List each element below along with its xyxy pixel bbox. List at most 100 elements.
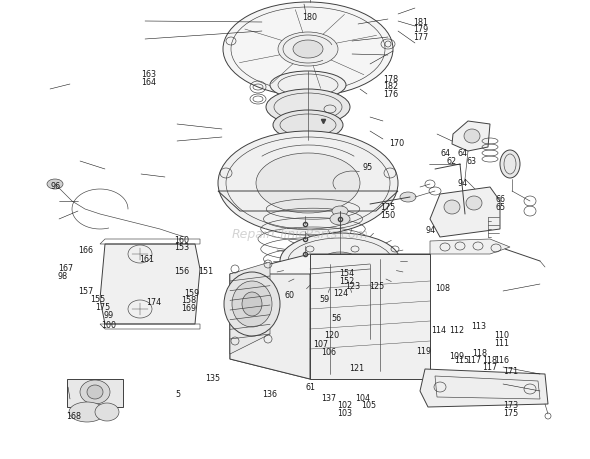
Ellipse shape	[332, 207, 348, 217]
Ellipse shape	[400, 193, 416, 202]
Text: 170: 170	[389, 139, 405, 148]
Text: 157: 157	[78, 286, 94, 296]
Text: 182: 182	[384, 82, 399, 91]
Text: 102: 102	[337, 400, 353, 409]
Ellipse shape	[95, 403, 119, 421]
Text: 5: 5	[176, 389, 181, 398]
Text: 137: 137	[322, 393, 337, 403]
Text: 65: 65	[496, 202, 506, 212]
Text: 152: 152	[339, 276, 355, 285]
Ellipse shape	[256, 154, 360, 213]
Text: 117: 117	[483, 362, 498, 371]
Ellipse shape	[218, 132, 398, 235]
Text: 95: 95	[362, 162, 372, 172]
Text: 180: 180	[302, 13, 317, 22]
Text: 159: 159	[184, 288, 199, 297]
Ellipse shape	[500, 151, 520, 179]
Text: 125: 125	[369, 281, 384, 290]
Text: 121: 121	[349, 364, 365, 373]
Text: 164: 164	[142, 78, 156, 87]
Text: 66: 66	[496, 195, 506, 204]
Ellipse shape	[322, 252, 358, 270]
Polygon shape	[420, 369, 548, 407]
Ellipse shape	[466, 196, 482, 211]
Text: 161: 161	[139, 254, 154, 263]
Text: 115: 115	[454, 355, 470, 364]
Text: 62: 62	[447, 156, 457, 165]
Text: 166: 166	[78, 245, 93, 254]
Text: 151: 151	[198, 266, 214, 275]
Text: 116: 116	[494, 355, 509, 364]
Text: 173: 173	[503, 400, 518, 409]
Text: 178: 178	[384, 74, 399, 84]
Text: 168: 168	[66, 411, 81, 420]
Ellipse shape	[293, 41, 323, 59]
Text: 174: 174	[146, 297, 162, 307]
Text: 108: 108	[435, 283, 450, 292]
Text: 177: 177	[413, 33, 428, 42]
Text: 163: 163	[142, 70, 156, 79]
Text: 61: 61	[306, 382, 316, 391]
Ellipse shape	[223, 3, 393, 97]
Ellipse shape	[87, 385, 103, 399]
Text: 123: 123	[345, 281, 360, 290]
Text: 64: 64	[457, 149, 467, 158]
Text: RepairClinicParts.com: RepairClinicParts.com	[232, 228, 368, 241]
Ellipse shape	[278, 33, 338, 67]
Text: 114: 114	[431, 325, 445, 335]
Text: 100: 100	[101, 320, 116, 329]
Text: 106: 106	[322, 347, 336, 356]
Text: 118: 118	[472, 348, 487, 358]
Text: 60: 60	[284, 290, 294, 299]
Text: 59: 59	[320, 295, 330, 304]
Text: 179: 179	[413, 25, 428, 34]
Text: 120: 120	[324, 330, 340, 339]
Text: 96: 96	[50, 181, 60, 190]
Text: 181: 181	[413, 17, 428, 27]
Text: 56: 56	[332, 313, 342, 322]
Text: 169: 169	[181, 303, 196, 313]
Polygon shape	[452, 122, 490, 151]
Text: 156: 156	[174, 266, 189, 275]
Ellipse shape	[280, 234, 400, 289]
Text: 167: 167	[58, 263, 73, 273]
Text: 160: 160	[174, 235, 189, 244]
Text: 135: 135	[205, 373, 221, 382]
Ellipse shape	[232, 281, 272, 327]
Text: 98: 98	[58, 271, 68, 280]
Text: 94: 94	[426, 226, 436, 235]
Text: 171: 171	[503, 366, 518, 375]
Text: 113: 113	[471, 321, 486, 330]
Text: 158: 158	[181, 296, 196, 305]
Text: 63: 63	[466, 156, 476, 165]
Ellipse shape	[464, 130, 480, 144]
Polygon shape	[430, 188, 500, 237]
Text: 175: 175	[96, 302, 111, 311]
Text: 103: 103	[337, 408, 352, 417]
Text: 175: 175	[503, 408, 518, 417]
Text: 94: 94	[457, 179, 467, 188]
Text: 99: 99	[103, 310, 113, 319]
Ellipse shape	[444, 201, 460, 214]
Text: 105: 105	[361, 400, 376, 409]
Text: 107: 107	[313, 339, 328, 348]
Ellipse shape	[242, 292, 262, 316]
Polygon shape	[430, 240, 510, 254]
Polygon shape	[67, 379, 123, 407]
Text: 109: 109	[450, 351, 465, 360]
Polygon shape	[230, 254, 430, 379]
Text: 118: 118	[483, 355, 497, 364]
Text: 176: 176	[384, 90, 399, 99]
Polygon shape	[230, 274, 310, 379]
Text: 124: 124	[333, 288, 349, 297]
Ellipse shape	[273, 111, 343, 141]
Ellipse shape	[80, 380, 110, 404]
Text: 64: 64	[440, 149, 450, 158]
Polygon shape	[230, 263, 270, 354]
Ellipse shape	[266, 90, 350, 126]
Ellipse shape	[270, 72, 346, 100]
Ellipse shape	[47, 179, 63, 190]
Text: 154: 154	[339, 269, 355, 278]
Text: 119: 119	[416, 346, 431, 355]
Ellipse shape	[330, 213, 350, 225]
